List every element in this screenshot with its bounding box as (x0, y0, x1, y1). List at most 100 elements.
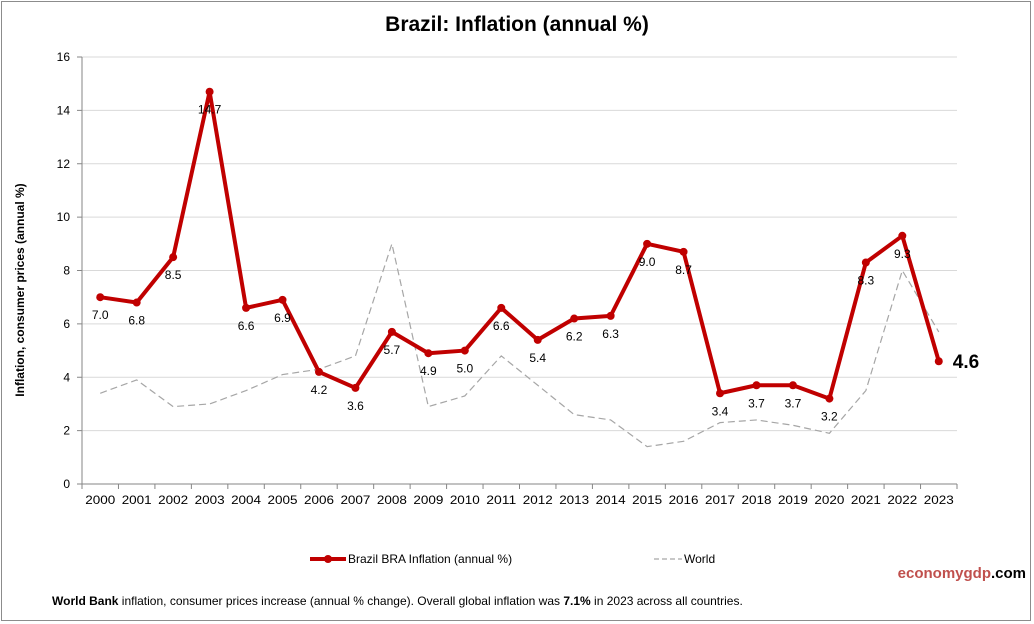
data-label: 4.2 (311, 383, 328, 397)
footnote-text: inflation, consumer prices increase (ann… (118, 594, 564, 608)
legend-world-dash-icon (654, 558, 682, 560)
data-label: 5.4 (529, 351, 546, 365)
y-tick-labels: 0 2 4 6 8 10 12 14 16 (57, 50, 71, 491)
data-label: 9.3 (894, 247, 911, 261)
brazil-point (351, 383, 360, 392)
brand-domain: .com (990, 565, 1026, 582)
data-label: 8.3 (858, 273, 875, 287)
legend-item-world: World (652, 552, 715, 566)
x-tick-label: 2014 (596, 493, 626, 507)
axes (77, 56, 958, 489)
x-tick-label: 2020 (814, 493, 844, 507)
x-tick-label: 2007 (340, 493, 370, 507)
x-tick-label: 2018 (741, 493, 771, 507)
x-tick-label: 2016 (669, 493, 699, 507)
data-labels: 7.0 6.8 8.5 14.7 6.6 6.9 4.2 3.6 5.7 4.9 5.0 6.6 5.4… (92, 103, 979, 424)
legend-item-brazil: Brazil BRA Inflation (annual %) (308, 552, 512, 566)
x-tick-label: 2001 (122, 493, 152, 507)
x-tick-label: 2013 (559, 493, 589, 507)
data-label: 8.5 (165, 268, 182, 282)
x-tick-label: 2002 (158, 493, 188, 507)
data-label: 6.3 (602, 327, 619, 341)
x-tick-label: 2003 (195, 493, 225, 507)
last-value-label: 4.6 (953, 352, 979, 373)
x-tick-label: 2000 (85, 493, 115, 507)
x-tick-label: 2023 (924, 493, 954, 507)
x-tick-labels: 2000 2001 2002 2003 2004 2005 2006 2007 2008 2009… (85, 493, 954, 507)
x-tick-label: 2008 (377, 493, 407, 507)
y-tick-label: 4 (63, 370, 70, 384)
brazil-point (132, 298, 141, 307)
data-label: 3.2 (821, 410, 838, 424)
y-tick-label: 12 (57, 157, 71, 171)
brazil-point (934, 357, 943, 366)
x-tick-label: 2015 (632, 493, 662, 507)
brazil-point (752, 381, 761, 390)
x-tick-label: 2019 (778, 493, 808, 507)
brazil-point (205, 87, 214, 96)
data-label: 3.6 (347, 399, 364, 413)
x-tick-label: 2005 (268, 493, 298, 507)
y-tick-label: 6 (63, 317, 70, 331)
brazil-point (825, 394, 834, 403)
brazil-point (898, 231, 907, 240)
legend-brazil-label: Brazil BRA Inflation (annual %) (348, 552, 513, 566)
data-label: 7.0 (92, 308, 109, 322)
brazil-point (679, 247, 688, 256)
x-tick-label: 2011 (486, 493, 516, 507)
legend-brazil-marker-icon (310, 555, 346, 563)
brazil-point (460, 346, 469, 355)
brazil-point (861, 258, 870, 267)
footnote-source: World Bank (52, 594, 119, 608)
brand-name: economygdp (897, 565, 991, 582)
brazil-point (497, 303, 506, 312)
series-world (100, 241, 940, 448)
data-label: 3.4 (712, 404, 729, 418)
x-tick-label: 2010 (450, 493, 480, 507)
brazil-point (169, 253, 178, 262)
brand-logo: economygdp.com (898, 565, 1026, 582)
data-label: 4.9 (420, 364, 437, 378)
brazil-point (570, 314, 579, 323)
data-label: 8.7 (675, 263, 692, 277)
brazil-point (533, 335, 542, 344)
footnote-text-end: in 2023 across all countries. (590, 594, 743, 608)
x-tick-label: 2006 (304, 493, 334, 507)
footnote: World Bank inflation, consumer prices in… (52, 594, 743, 608)
brazil-line (99, 89, 941, 401)
y-tick-label: 16 (57, 50, 71, 64)
x-tick-label: 2021 (851, 493, 881, 507)
x-tick-label: 2004 (231, 493, 261, 507)
legend-world-label: World (684, 552, 716, 566)
data-label: 9.0 (639, 255, 656, 269)
brazil-point (424, 349, 433, 358)
x-tick-label: 2009 (413, 493, 443, 507)
chart-title: Brazil: Inflation (annual %) (385, 13, 649, 36)
brazil-point (96, 293, 105, 302)
brazil-point (242, 303, 251, 312)
y-tick-label: 10 (57, 210, 71, 224)
data-label: 3.7 (748, 396, 765, 410)
y-tick-label: 2 (63, 424, 70, 438)
data-label: 6.6 (238, 319, 255, 333)
brazil-point (716, 389, 725, 398)
data-label: 5.0 (456, 362, 473, 376)
data-label: 6.6 (493, 319, 510, 333)
data-label: 3.7 (785, 396, 802, 410)
data-label: 6.2 (566, 330, 583, 344)
x-tick-label: 2022 (887, 493, 917, 507)
data-label: 5.7 (384, 343, 401, 357)
brazil-point (314, 367, 323, 376)
brazil-point (278, 295, 287, 304)
footnote-global-value: 7.1% (563, 594, 591, 608)
data-label: 6.8 (128, 314, 145, 328)
x-tick-label: 2017 (705, 493, 735, 507)
x-tick-label: 2012 (523, 493, 553, 507)
y-tick-label: 14 (57, 103, 71, 117)
y-tick-label: 0 (63, 477, 70, 491)
data-label: 6.9 (274, 311, 291, 325)
brazil-point (643, 239, 652, 248)
world-line (100, 241, 940, 448)
